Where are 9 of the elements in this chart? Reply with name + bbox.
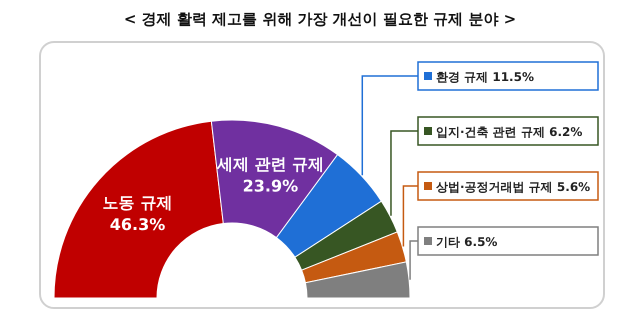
legend-label: 상법·공정거래법 규제 5.6% [435,180,590,194]
data-label: 46.3% [110,214,166,234]
legend-label: 기타 6.5% [436,235,498,249]
legend-label: 환경 규제 11.5% [436,70,534,84]
legend-label: 입지·건축 관련 규제 6.2% [436,125,582,139]
chart-title: < 경제 활력 제고를 위해 가장 개선이 필요한 규제 분야 > [124,10,516,28]
data-label: 23.9% [242,176,298,196]
slice-label: 노동 규제 [102,192,172,212]
slice-label: 세제 관련 규제 [216,154,324,174]
